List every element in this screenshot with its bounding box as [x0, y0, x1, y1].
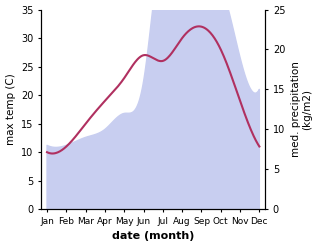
X-axis label: date (month): date (month) — [112, 231, 194, 242]
Y-axis label: med. precipitation
(kg/m2): med. precipitation (kg/m2) — [291, 62, 313, 157]
Y-axis label: max temp (C): max temp (C) — [5, 74, 16, 145]
